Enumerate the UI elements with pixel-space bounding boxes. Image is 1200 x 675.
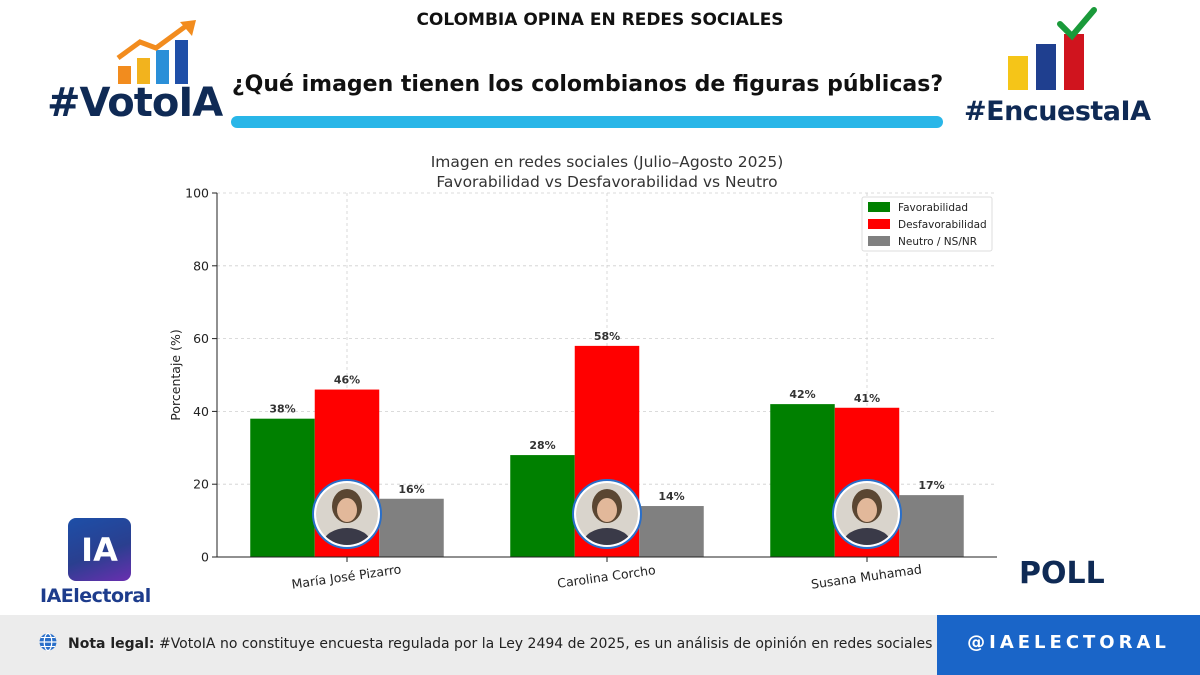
y-tick-label: 0 [201,550,209,565]
legend-label: Desfavorabilidad [898,219,987,231]
accent-bar [231,116,943,128]
chart-title: Imagen en redes sociales (Julio–Agosto 2… [431,153,784,171]
bar-favorable [510,455,575,557]
y-tick-label: 40 [193,404,209,419]
x-tick-label: Carolina Corcho [556,562,656,591]
bar-favorable [770,404,835,557]
question-headline: ¿Qué imagen tienen los colombianos de fi… [231,72,944,97]
bar-neutral [379,498,444,557]
x-tick-label: María José Pizarro [291,561,403,591]
legend-swatch [868,236,890,246]
y-tick-label: 100 [185,186,209,201]
social-handle-box[interactable]: @IAELECTORAL [937,615,1200,675]
footer: Nota legal: #VotoIA no constituye encues… [0,615,1200,675]
bar-favorable [250,418,315,557]
legend-box [861,196,993,252]
bar-value-label: 38% [269,403,295,416]
y-axis-label: Porcentaje (%) [168,329,183,420]
avatar-photo [312,479,382,549]
chart-growth-logo-icon [116,20,196,84]
legend-label: Neutro / NS/NR [898,236,977,248]
social-handle[interactable]: @IAELECTORAL [967,632,1170,653]
legal-label: Nota legal: [68,636,155,652]
y-tick-label: 60 [193,331,209,346]
globe-icon [39,632,57,652]
legend-label: Favorabilidad [898,202,968,214]
bar-value-label: 28% [529,439,555,452]
bar-value-label: 41% [854,392,880,405]
avatar-photo [832,479,902,549]
legend-swatch [868,219,890,229]
bar-value-label: 16% [398,483,424,496]
bar-value-label: 46% [334,374,360,387]
ballot-check-logo-icon [1008,7,1097,90]
top-title: COLOMBIA OPINA EN REDES SOCIALES [416,10,784,30]
avatar-photo [572,479,642,549]
bar-value-label: 58% [594,330,620,343]
legend-swatch [868,202,890,212]
x-tick-label: Susana Muhamad [810,561,923,591]
encuestaia-brand: #EncuestaIA [964,96,1151,127]
chart-subtitle: Favorabilidad vs Desfavorabilidad vs Neu… [436,173,777,191]
legal-note: Nota legal: #VotoIA no constituye encues… [68,636,984,652]
bar-neutral [639,506,704,557]
y-tick-label: 80 [193,258,209,273]
legal-text: #VotoIA no constituye encuesta regulada … [154,636,985,652]
votoia-brand: #VotoIA [47,80,223,126]
y-tick-label: 20 [193,477,209,492]
bar-chart: Imagen en redes sociales (Julio–Agosto 2… [168,153,997,592]
poll-label: POLL [1019,556,1105,591]
ia-logo: IA [68,518,131,581]
ia-electoral-name: IAElectoral [40,585,151,607]
bar-neutral [899,495,964,557]
bar-value-label: 17% [918,479,944,492]
bar-value-label: 14% [658,490,684,503]
legend: Favorabilidad Desfavorabilidad Neutro / NS… [861,196,993,252]
bar-value-label: 42% [789,388,815,401]
